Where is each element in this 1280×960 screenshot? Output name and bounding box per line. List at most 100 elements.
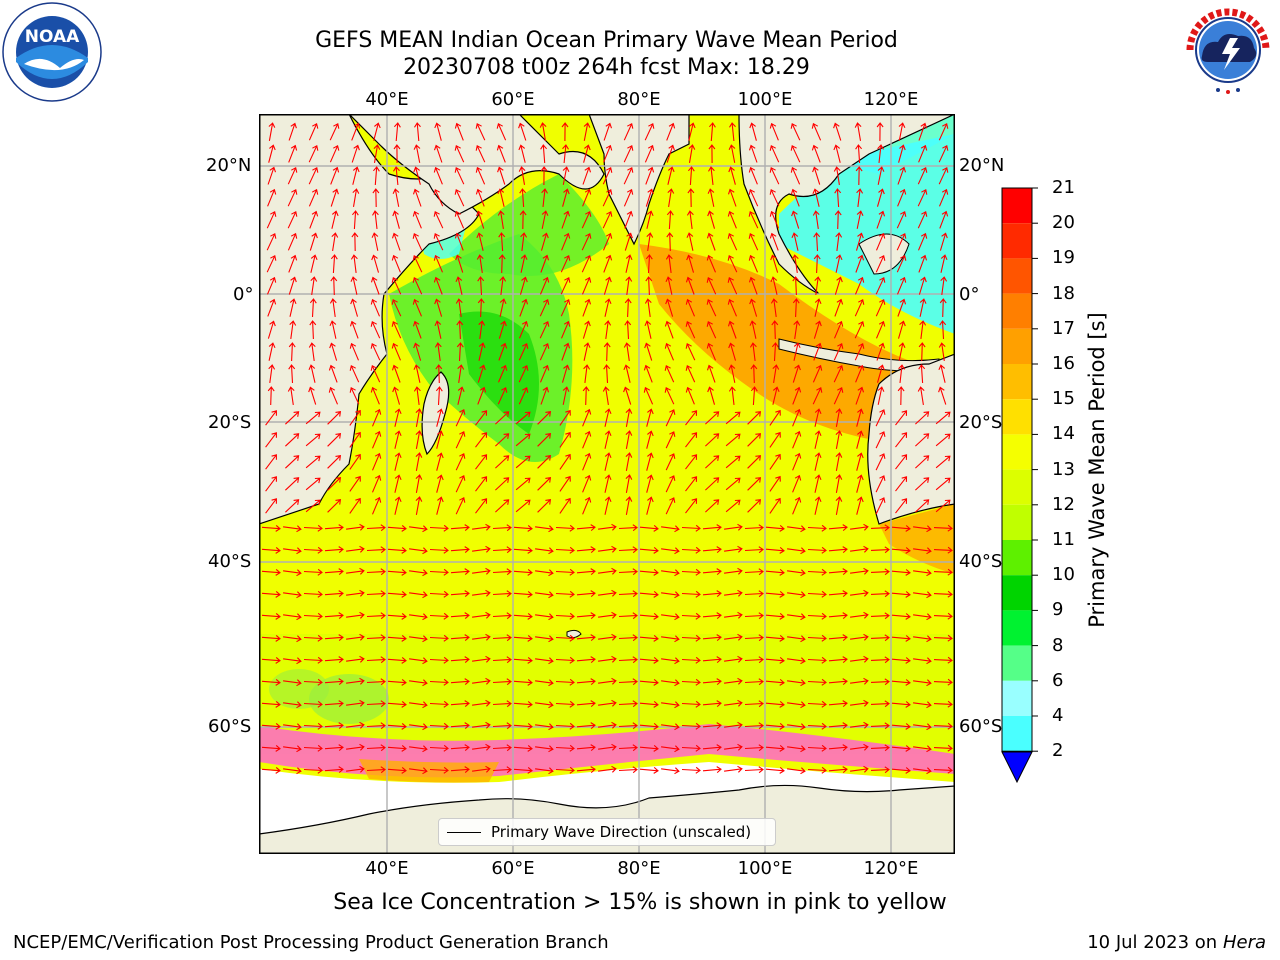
wave-arrow [434,122,442,141]
wave-arrow [391,342,402,361]
wave-arrow [685,320,696,339]
wave-arrow [748,166,758,185]
wave-arrow [350,254,358,273]
wave-arrow [496,144,506,163]
colorbar-tick-label: 9 [1052,599,1064,621]
wave-arrow [351,144,360,163]
wave-arrow [576,546,596,554]
wave-arrow [436,452,444,471]
wave-arrow [792,496,802,515]
wave-arrow [288,144,298,163]
wave-arrow [329,342,338,361]
wave-arrow [598,677,617,685]
wave-arrow [702,722,722,730]
wave-arrow [455,298,463,317]
wave-arrow [349,453,361,470]
wave-arrow [492,766,512,774]
wave-arrow [455,474,466,493]
wave-arrow [327,411,342,425]
lat-label-right-20s: 20°S [959,412,1003,433]
wave-arrow [330,166,340,185]
wave-arrow [324,612,344,620]
wave-arrow [582,298,592,317]
wave-arrow [303,722,323,730]
wave-arrow [450,546,470,554]
wave-arrow [665,409,676,427]
wave-arrow [833,122,842,141]
wave-arrow [727,254,738,273]
wave-arrow [814,408,822,427]
wave-arrow [639,634,659,642]
wave-arrow [895,410,908,426]
wave-arrow [267,386,275,406]
wave-arrow [560,254,571,273]
land-borneo [858,233,910,275]
wave-arrow [685,410,698,426]
wave-arrow [665,254,673,273]
wave-arrow [371,430,382,449]
wave-arrow [917,188,928,207]
wave-arrow [744,678,764,686]
wave-arrow [413,386,421,405]
wave-arrow [747,499,762,513]
wave-arrow [686,232,694,251]
wave-arrow [666,144,675,163]
wave-arrow [303,546,323,554]
wave-arrow [308,386,317,405]
wave-arrow [433,232,444,251]
wave-arrow [366,722,386,730]
wave-arrow [727,232,738,251]
wave-arrow [876,210,886,229]
wave-arrow [582,430,592,449]
wave-arrow [769,475,781,492]
wave-arrow [897,166,907,185]
wave-arrow [415,474,423,493]
wave-arrow [707,188,715,207]
wave-arrow [434,342,442,361]
wave-arrow [850,545,869,553]
wave-arrow [324,656,344,664]
wave-arrow [747,433,762,447]
wave-arrow [366,568,386,576]
lon-label-top-60e: 60°E [491,89,535,110]
wave-arrow [725,411,741,425]
wave-arrow [664,342,675,361]
wave-arrow [598,545,617,553]
wave-arrow [283,525,302,533]
wave-arrow [702,612,722,620]
wave-arrow [792,430,802,449]
wave-arrow [895,454,908,470]
wave-arrow [898,364,906,383]
wave-arrow [283,745,302,753]
wave-arrow [582,320,591,339]
wave-arrow [744,656,764,664]
wave-arrow [346,677,365,685]
wave-arrow [409,767,428,775]
wave-arrow [623,122,634,141]
wave-arrow [792,364,801,383]
wave-arrow [666,232,674,252]
wave-arrow [492,656,512,664]
wave-arrow [450,568,470,576]
wave-arrow [891,525,911,532]
wave-arrow [681,546,701,554]
wave-arrow [288,342,296,362]
lat-label-right-20n: 20°N [959,155,1005,176]
wave-arrow [515,477,531,491]
wave-arrow [324,744,344,752]
wave-arrow [513,700,533,708]
wave-arrow [366,524,386,532]
wave-arrow [870,766,890,774]
wave-arrow [261,744,281,752]
wave-arrow [475,476,488,492]
wave-arrow [455,430,466,449]
wave-arrow [724,545,743,553]
wave-arrow [603,144,613,163]
colorbar-tick-labels: 21 20 19 18 17 16 15 14 13 12 11 10 9 8 6 4 2 [1052,0,1092,960]
footer-host: Hera [1222,932,1266,953]
wave-arrow [807,568,827,576]
wave-arrow [702,656,722,664]
wave-arrow [583,342,591,361]
wave-arrow [555,744,575,752]
wave-arrow [828,546,848,554]
